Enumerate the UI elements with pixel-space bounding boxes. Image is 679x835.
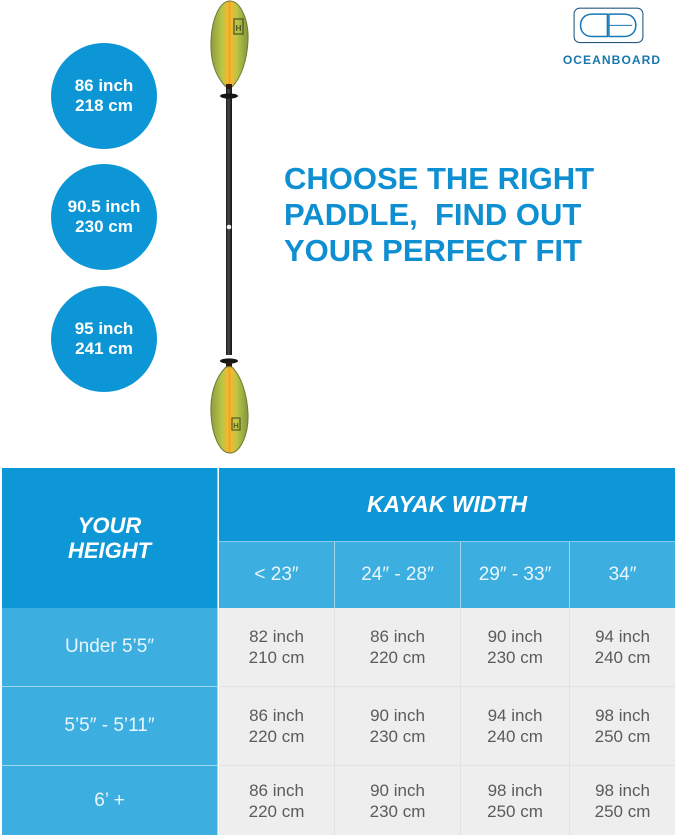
svg-text:H: H	[233, 421, 238, 430]
svg-text:H: H	[235, 23, 241, 33]
